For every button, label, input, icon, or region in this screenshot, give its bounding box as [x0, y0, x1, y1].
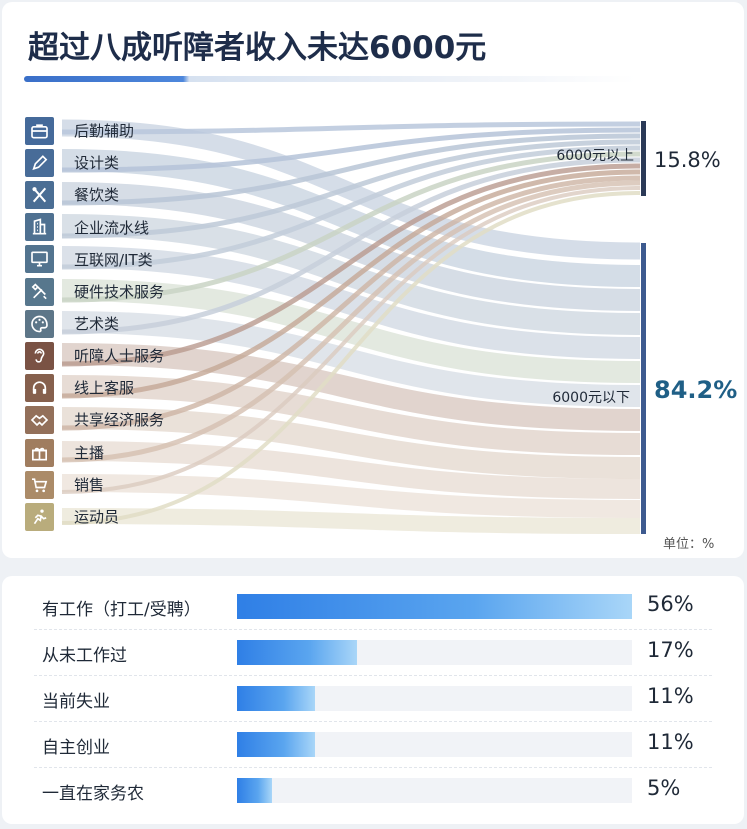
source-label: 艺术类 — [74, 315, 119, 333]
bar-row: 自主创业 11% — [2, 722, 744, 768]
palette-icon — [25, 310, 54, 338]
bar-track — [237, 686, 632, 711]
source-label: 餐饮类 — [74, 186, 119, 204]
target-value-below: 84.2% — [654, 376, 737, 404]
source-node: 艺术类 — [25, 310, 119, 338]
flow-销售-above — [61, 186, 641, 494]
page-title: 超过八成听障者收入未达6000元 — [28, 30, 487, 66]
bar-category-label: 一直在家务农 — [42, 784, 144, 804]
flow-主播-below — [61, 441, 641, 499]
source-node: 线上客服 — [25, 374, 134, 402]
flow-听障服务-above — [61, 163, 641, 367]
cart-icon — [25, 471, 54, 499]
bar — [237, 778, 272, 803]
bar-value-label: 56% — [647, 592, 694, 616]
row-divider — [34, 721, 712, 722]
flow-听障服务-below — [61, 343, 641, 431]
bar-value-label: 11% — [647, 730, 694, 754]
bar-category-label: 自主创业 — [42, 738, 110, 758]
bar-value-label: 11% — [647, 684, 694, 708]
row-divider — [34, 675, 712, 676]
bar-value-label: 17% — [647, 638, 694, 662]
bar-track — [237, 778, 632, 803]
source-label: 主播 — [74, 444, 104, 462]
flow-艺术-above — [61, 157, 641, 335]
monitor-icon — [25, 245, 54, 273]
bar-track — [237, 640, 632, 665]
source-label: 后勤辅助 — [74, 122, 134, 140]
flow-互联网-above — [61, 145, 641, 270]
bar-value-label: 5% — [647, 776, 681, 800]
source-label: 共享经济服务 — [74, 411, 164, 429]
source-node: 听障人士服务 — [25, 342, 164, 370]
target-value-above: 15.8% — [654, 148, 721, 172]
source-label: 设计类 — [74, 154, 119, 172]
flow-运动员-above — [61, 191, 641, 525]
flow-销售-below — [61, 474, 641, 518]
row-divider — [34, 629, 712, 630]
bar-row: 有工作（打工/受聘） 56% — [2, 584, 744, 630]
source-node: 企业流水线 — [25, 213, 149, 241]
source-node: 硬件技术服务 — [25, 278, 164, 306]
flow-硬件-above — [61, 151, 641, 303]
source-node: 主播 — [25, 439, 104, 467]
source-label: 线上客服 — [74, 379, 134, 397]
flow-后勤辅助-above — [61, 121, 641, 135]
unit-label: 单位：% — [663, 537, 715, 552]
runner-icon — [25, 503, 54, 531]
bar — [237, 686, 315, 711]
source-label: 企业流水线 — [74, 219, 149, 237]
handshake-icon — [25, 406, 54, 434]
sankey-chart: 6000元以上 15.8% 6000元以下 84.2% 后勤辅助 设计类 餐饮类… — [25, 117, 737, 534]
title-underline — [24, 76, 636, 82]
source-label: 听障人士服务 — [74, 347, 164, 365]
bar-chart-card: 有工作（打工/受聘） 56% 从未工作过 17% 当前失业 11% 自主创业 1… — [2, 576, 744, 824]
flow-共享经济-above — [61, 175, 641, 431]
source-node: 运动员 — [25, 503, 119, 531]
bar-category-label: 从未工作过 — [42, 646, 127, 666]
flow-企业流水线-above — [61, 139, 641, 239]
bar-row: 当前失业 11% — [2, 676, 744, 722]
source-label: 销售 — [74, 476, 104, 494]
bar-track — [237, 594, 632, 619]
bar-track — [237, 732, 632, 757]
flow-共享经济-below — [61, 407, 641, 479]
target-label-above: 6000元以上 — [556, 148, 634, 164]
source-label: 互联网/IT类 — [74, 251, 153, 269]
bar — [237, 732, 315, 757]
bar-category-label: 有工作（打工/受聘） — [42, 600, 201, 620]
source-node: 销售 — [25, 471, 104, 499]
row-divider — [34, 767, 712, 768]
flow-设计类-above — [61, 127, 641, 173]
sankey-flows — [61, 119, 641, 534]
source-node: 共享经济服务 — [25, 406, 164, 434]
source-node: 餐饮类 — [25, 181, 119, 209]
bar — [237, 640, 357, 665]
flow-线上客服-above — [61, 169, 641, 399]
source-nodes: 后勤辅助 设计类 餐饮类 企业流水线 互联网/IT类 硬件技术服务 艺术类 听 — [25, 117, 164, 531]
source-node: 互联网/IT类 — [25, 245, 153, 273]
pencil-icon — [25, 149, 54, 177]
target-label-below: 6000元以下 — [552, 390, 630, 406]
bar — [237, 594, 632, 619]
headset-icon — [25, 374, 54, 402]
source-node: 后勤辅助 — [25, 117, 134, 145]
source-label: 硬件技术服务 — [74, 283, 164, 301]
target-bar-below — [641, 243, 646, 534]
flow-运动员-below — [61, 508, 641, 534]
bar-category-label: 当前失业 — [42, 692, 110, 712]
source-label: 运动员 — [74, 508, 119, 526]
bar-row: 从未工作过 17% — [2, 630, 744, 676]
target-bar-above — [641, 121, 646, 196]
flow-主播-above — [61, 180, 641, 463]
flow-线上客服-below — [61, 375, 641, 455]
flow-餐饮类-above — [61, 133, 641, 206]
source-node: 设计类 — [25, 149, 119, 177]
bar-row: 一直在家务农 5% — [2, 768, 744, 814]
ear-icon — [25, 342, 54, 370]
